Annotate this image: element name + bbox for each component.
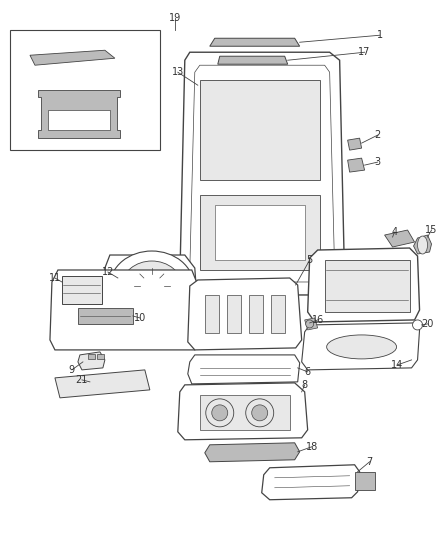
- Ellipse shape: [417, 236, 427, 254]
- Bar: [249, 295, 263, 333]
- Bar: [62, 276, 102, 304]
- Bar: [200, 395, 290, 430]
- Bar: [200, 80, 320, 180]
- Ellipse shape: [122, 261, 182, 311]
- Polygon shape: [210, 38, 300, 46]
- Text: 7: 7: [367, 457, 373, 467]
- Text: 15: 15: [425, 225, 438, 235]
- Bar: [271, 295, 285, 333]
- Polygon shape: [305, 318, 318, 330]
- Text: 21: 21: [76, 375, 88, 385]
- Text: 19: 19: [169, 13, 181, 23]
- Polygon shape: [50, 270, 200, 350]
- Polygon shape: [38, 90, 120, 138]
- Bar: [205, 295, 219, 333]
- Text: 2: 2: [374, 130, 381, 140]
- Bar: [200, 195, 320, 270]
- Bar: [355, 472, 374, 490]
- Text: 14: 14: [392, 360, 404, 370]
- Polygon shape: [190, 65, 335, 282]
- Text: 3: 3: [374, 157, 381, 167]
- Polygon shape: [180, 52, 345, 295]
- Ellipse shape: [110, 251, 194, 321]
- Circle shape: [246, 399, 274, 427]
- Circle shape: [306, 320, 314, 328]
- Polygon shape: [385, 230, 414, 247]
- Polygon shape: [302, 323, 420, 370]
- Text: 20: 20: [421, 319, 434, 329]
- Polygon shape: [55, 370, 150, 398]
- Ellipse shape: [327, 335, 396, 359]
- Text: 5: 5: [307, 255, 313, 265]
- Bar: [88, 354, 95, 359]
- Bar: [325, 260, 410, 312]
- Polygon shape: [348, 158, 364, 172]
- Text: 11: 11: [49, 273, 61, 283]
- Polygon shape: [78, 352, 105, 370]
- Ellipse shape: [137, 274, 167, 298]
- Circle shape: [206, 399, 234, 427]
- Text: 16: 16: [311, 315, 324, 325]
- Polygon shape: [262, 465, 360, 500]
- Text: 18: 18: [306, 442, 318, 452]
- Bar: [78, 308, 133, 324]
- Bar: [48, 110, 110, 130]
- Polygon shape: [188, 355, 300, 384]
- Text: 12: 12: [102, 267, 114, 277]
- Bar: [10, 30, 160, 150]
- Text: 10: 10: [134, 313, 146, 323]
- Bar: [97, 354, 104, 359]
- Polygon shape: [102, 255, 198, 318]
- Circle shape: [413, 320, 423, 330]
- Polygon shape: [348, 138, 362, 150]
- Bar: [227, 295, 241, 333]
- Text: 8: 8: [302, 380, 308, 390]
- Text: 6: 6: [304, 367, 311, 377]
- Polygon shape: [178, 383, 307, 440]
- Polygon shape: [413, 235, 431, 254]
- Bar: [215, 205, 305, 260]
- Text: 13: 13: [172, 67, 184, 77]
- Polygon shape: [218, 56, 288, 64]
- Text: 9: 9: [69, 365, 75, 375]
- Text: 4: 4: [392, 227, 398, 237]
- Polygon shape: [188, 278, 302, 350]
- Circle shape: [252, 405, 268, 421]
- Polygon shape: [30, 50, 115, 65]
- Polygon shape: [205, 443, 300, 462]
- Text: 1: 1: [377, 30, 383, 41]
- Polygon shape: [307, 248, 420, 322]
- Circle shape: [212, 405, 228, 421]
- Text: 17: 17: [358, 47, 371, 57]
